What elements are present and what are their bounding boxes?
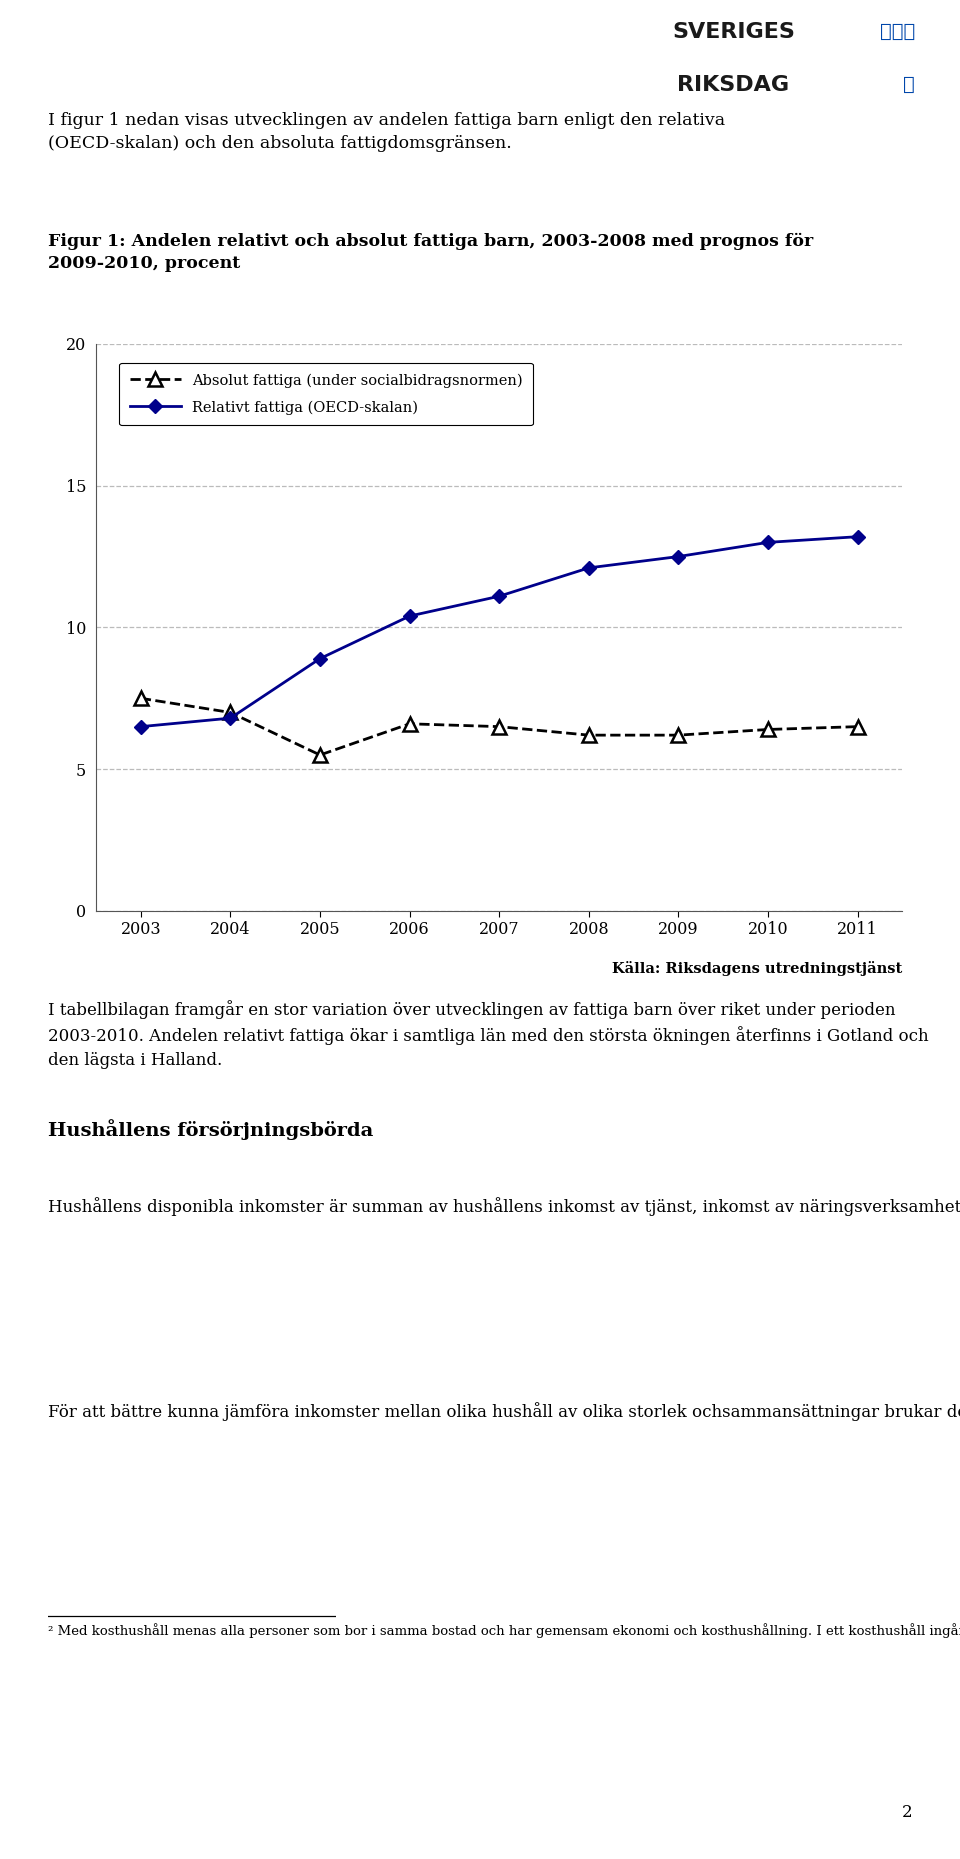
Text: Figur 1: Andelen relativt och absolut fattiga barn, 2003-2008 med prognos för
20: Figur 1: Andelen relativt och absolut fa… — [48, 232, 813, 271]
Absolut fattiga (under socialbidragsnormen) — [583, 723, 594, 745]
Text: ♛♛♛: ♛♛♛ — [879, 22, 915, 41]
Text: ♛: ♛ — [903, 76, 915, 93]
Text: Hushållens disponibla inkomster är summan av hushållens inkomst av tjänst, inkom: Hushållens disponibla inkomster är summa… — [48, 1197, 960, 1216]
Relativt fattiga (OECD-skalan) — [852, 526, 863, 548]
Relativt fattiga (OECD-skalan) — [493, 586, 505, 608]
Text: RIKSDAG: RIKSDAG — [678, 74, 789, 95]
Absolut fattiga (under socialbidragsnormen) — [225, 701, 236, 723]
Relativt fattiga (OECD-skalan) — [673, 545, 684, 567]
Line: Relativt fattiga (OECD-skalan): Relativt fattiga (OECD-skalan) — [136, 532, 862, 731]
Relativt fattiga (OECD-skalan) — [225, 706, 236, 729]
Absolut fattiga (under socialbidragsnormen) — [762, 718, 774, 740]
Text: Hushållens försörjningsbörda: Hushållens försörjningsbörda — [48, 1119, 373, 1140]
Relativt fattiga (OECD-skalan) — [583, 556, 594, 578]
Line: Absolut fattiga (under socialbidragsnormen): Absolut fattiga (under socialbidragsnorm… — [133, 692, 865, 762]
Relativt fattiga (OECD-skalan) — [762, 532, 774, 554]
Text: ² Med kosthushåll menas alla personer som bor i samma bostad och har gemensam ek: ² Med kosthushåll menas alla personer so… — [48, 1623, 960, 1638]
Absolut fattiga (under socialbidragsnormen) — [493, 716, 505, 738]
Text: Källa: Riksdagens utredningstjänst: Källa: Riksdagens utredningstjänst — [612, 961, 902, 976]
Text: I tabellbilagan framgår en stor variation över utvecklingen av fattiga barn över: I tabellbilagan framgår en stor variatio… — [48, 1000, 928, 1069]
Absolut fattiga (under socialbidragsnormen) — [404, 712, 416, 734]
Absolut fattiga (under socialbidragsnormen) — [673, 723, 684, 745]
Text: 2: 2 — [901, 1803, 912, 1822]
Absolut fattiga (under socialbidragsnormen) — [314, 744, 325, 766]
Text: För att bättre kunna jämföra inkomster mellan olika hushåll av olika storlek och: För att bättre kunna jämföra inkomster m… — [48, 1402, 960, 1420]
Absolut fattiga (under socialbidragsnormen) — [135, 688, 147, 710]
Relativt fattiga (OECD-skalan) — [314, 647, 325, 669]
Legend: Absolut fattiga (under socialbidragsnormen), Relativt fattiga (OECD-skalan): Absolut fattiga (under socialbidragsnorm… — [119, 363, 533, 426]
Text: I figur 1 nedan visas utvecklingen av andelen fattiga barn enligt den relativa
(: I figur 1 nedan visas utvecklingen av an… — [48, 112, 725, 152]
Absolut fattiga (under socialbidragsnormen) — [852, 716, 863, 738]
Relativt fattiga (OECD-skalan) — [404, 604, 416, 626]
Relativt fattiga (OECD-skalan) — [135, 716, 147, 738]
Text: SVERIGES: SVERIGES — [672, 22, 795, 41]
